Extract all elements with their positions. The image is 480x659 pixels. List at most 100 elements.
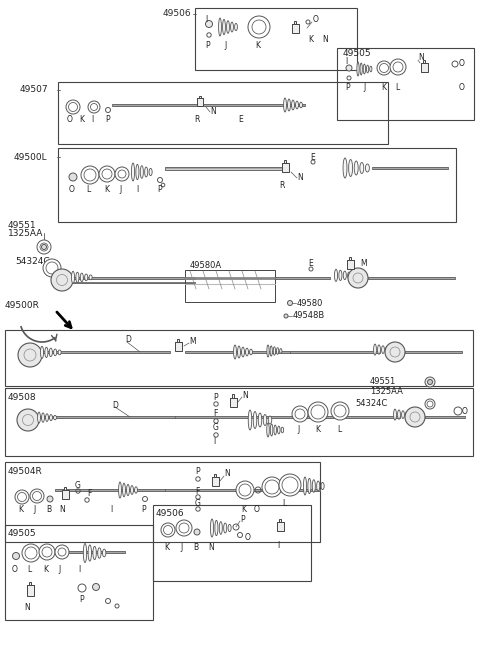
Ellipse shape bbox=[378, 345, 380, 355]
Bar bbox=[26, 585, 34, 596]
Text: K: K bbox=[164, 544, 169, 552]
Circle shape bbox=[428, 380, 432, 384]
Circle shape bbox=[99, 166, 115, 182]
Polygon shape bbox=[165, 167, 282, 169]
Ellipse shape bbox=[132, 163, 134, 181]
Ellipse shape bbox=[335, 270, 337, 281]
Bar bbox=[348, 257, 351, 260]
Text: F: F bbox=[195, 486, 199, 496]
Circle shape bbox=[39, 544, 55, 560]
Text: 1325AA: 1325AA bbox=[8, 229, 43, 239]
Text: N: N bbox=[418, 53, 424, 63]
Circle shape bbox=[284, 314, 288, 318]
Text: L: L bbox=[282, 500, 286, 509]
Ellipse shape bbox=[348, 272, 351, 279]
Ellipse shape bbox=[248, 410, 252, 430]
Polygon shape bbox=[275, 277, 330, 279]
Text: 49505: 49505 bbox=[343, 49, 372, 59]
Text: J: J bbox=[224, 40, 226, 49]
Text: P: P bbox=[240, 515, 245, 523]
Text: I: I bbox=[91, 115, 93, 125]
Circle shape bbox=[18, 343, 42, 367]
Ellipse shape bbox=[296, 101, 299, 109]
Text: P: P bbox=[79, 596, 84, 604]
Text: E: E bbox=[238, 115, 243, 125]
Text: 1325AA: 1325AA bbox=[370, 386, 403, 395]
Text: K: K bbox=[255, 40, 260, 49]
Ellipse shape bbox=[382, 346, 384, 353]
Circle shape bbox=[205, 20, 213, 28]
Text: L: L bbox=[395, 84, 399, 92]
Bar bbox=[281, 163, 288, 172]
Ellipse shape bbox=[339, 270, 342, 281]
Ellipse shape bbox=[263, 415, 267, 426]
Text: 49508: 49508 bbox=[8, 393, 36, 401]
Circle shape bbox=[405, 407, 425, 427]
Ellipse shape bbox=[54, 415, 57, 420]
Polygon shape bbox=[165, 489, 320, 491]
Text: O: O bbox=[69, 185, 75, 194]
Ellipse shape bbox=[250, 349, 252, 355]
Text: D: D bbox=[125, 335, 131, 345]
Polygon shape bbox=[72, 277, 195, 279]
Text: O: O bbox=[12, 565, 18, 575]
Polygon shape bbox=[175, 416, 295, 418]
Text: O: O bbox=[245, 534, 251, 542]
Text: N: N bbox=[59, 505, 65, 515]
Polygon shape bbox=[405, 351, 462, 353]
Circle shape bbox=[425, 399, 435, 409]
Ellipse shape bbox=[267, 345, 269, 357]
Ellipse shape bbox=[134, 487, 137, 493]
Text: P: P bbox=[141, 505, 145, 515]
Ellipse shape bbox=[280, 349, 282, 353]
Text: I: I bbox=[78, 565, 80, 575]
Text: O: O bbox=[67, 115, 73, 125]
Circle shape bbox=[308, 402, 328, 422]
Ellipse shape bbox=[84, 274, 88, 281]
Ellipse shape bbox=[274, 425, 276, 435]
Ellipse shape bbox=[373, 344, 376, 355]
Ellipse shape bbox=[45, 347, 48, 357]
Text: K: K bbox=[43, 565, 48, 575]
Text: O: O bbox=[254, 505, 260, 515]
Ellipse shape bbox=[352, 273, 355, 278]
Ellipse shape bbox=[284, 98, 287, 112]
Text: 49504R: 49504R bbox=[8, 467, 43, 476]
Bar bbox=[229, 397, 237, 407]
Polygon shape bbox=[72, 281, 195, 283]
Ellipse shape bbox=[267, 423, 269, 437]
Circle shape bbox=[30, 489, 44, 503]
Text: N: N bbox=[24, 602, 30, 612]
Bar bbox=[420, 63, 428, 72]
Ellipse shape bbox=[219, 522, 222, 534]
Text: P: P bbox=[213, 393, 217, 401]
Ellipse shape bbox=[76, 272, 79, 283]
Polygon shape bbox=[425, 416, 465, 418]
Ellipse shape bbox=[210, 519, 214, 537]
Ellipse shape bbox=[224, 523, 227, 533]
Ellipse shape bbox=[363, 64, 366, 74]
Ellipse shape bbox=[131, 486, 133, 494]
Text: 49551: 49551 bbox=[370, 378, 396, 386]
Bar bbox=[58, 148, 456, 222]
Circle shape bbox=[22, 544, 40, 562]
Circle shape bbox=[69, 173, 77, 181]
Circle shape bbox=[248, 16, 270, 38]
Circle shape bbox=[385, 342, 405, 362]
Circle shape bbox=[390, 59, 406, 75]
Bar bbox=[278, 519, 281, 522]
Ellipse shape bbox=[385, 347, 388, 353]
Ellipse shape bbox=[98, 548, 101, 558]
Text: N: N bbox=[322, 34, 328, 43]
Ellipse shape bbox=[49, 348, 52, 357]
Ellipse shape bbox=[343, 158, 347, 178]
Bar bbox=[153, 505, 311, 581]
Polygon shape bbox=[185, 351, 290, 353]
Circle shape bbox=[37, 240, 51, 254]
Circle shape bbox=[93, 583, 99, 590]
Ellipse shape bbox=[390, 347, 392, 352]
Circle shape bbox=[288, 301, 292, 306]
Text: 49500R: 49500R bbox=[5, 301, 40, 310]
Ellipse shape bbox=[394, 409, 396, 420]
Text: I: I bbox=[213, 438, 215, 447]
